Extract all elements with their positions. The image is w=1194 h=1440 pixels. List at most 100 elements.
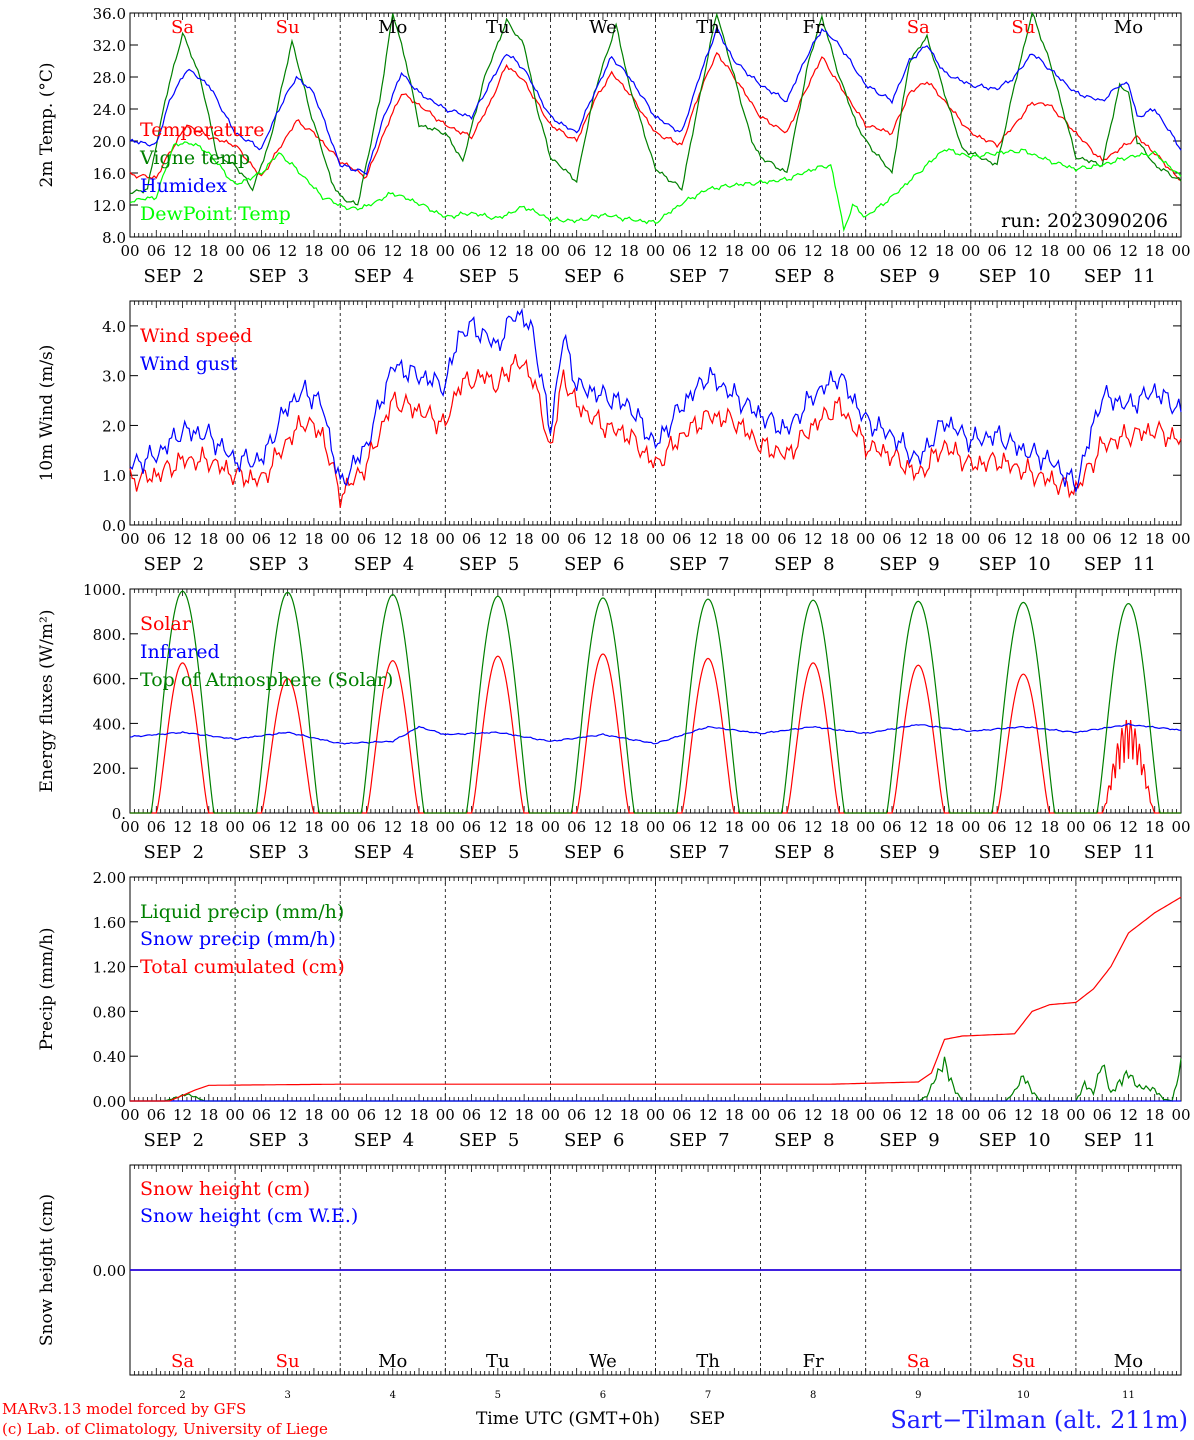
x-hour-label: 06 (357, 242, 376, 260)
panel-1: 8.0 12.0 16.0 20.0 24.0 28.0 32.0 36.0 2m Temp. … (37, 5, 1191, 287)
day-of-week-label: Su (1011, 17, 1035, 38)
x-hour-label: 12 (699, 818, 718, 836)
x-hour-label: 06 (1093, 818, 1112, 836)
x-date-label: SEP 4 (354, 842, 414, 863)
x-hour-label: 18 (515, 242, 534, 260)
panel-5: 0.00 Snow height (cm) Snow height (cm) Snow… (37, 1164, 1182, 1401)
x-date-label: SEP 9 (879, 554, 939, 575)
x-date-label: SEP 11 (1084, 266, 1156, 287)
x-date-label: SEP 11 (1084, 1130, 1156, 1151)
day-number-label: 10 (1017, 1390, 1030, 1401)
panel-4: 0.00 0.40 0.80 1.20 1.60 2.00 Precip (mm/h) Liq… (37, 869, 1191, 1151)
y-tick-label: 24.0 (93, 101, 126, 119)
x-hour-label: 00 (541, 530, 560, 548)
x-hour-label: 12 (699, 242, 718, 260)
x-hour-label: 12 (488, 818, 507, 836)
x-hour-label: 06 (672, 242, 691, 260)
day-of-week-label: Tu (486, 17, 510, 38)
y-tick-label: 3.0 (102, 368, 126, 386)
x-hour-label: 12 (1119, 242, 1138, 260)
day-number-label: 11 (1122, 1390, 1135, 1401)
x-hour-label: 00 (541, 242, 560, 260)
legend-entry: Solar (140, 613, 192, 635)
x-hour-label: 18 (1040, 818, 1059, 836)
series-line-wind-gust (129, 308, 1182, 494)
x-hour-label: 18 (935, 1106, 954, 1124)
y-axis-title: 2m Temp. (°C) (37, 62, 57, 187)
y-tick-label: 16.0 (93, 165, 126, 183)
x-date-label: SEP 7 (669, 1130, 729, 1151)
x-hour-label: 18 (725, 242, 744, 260)
x-hour-label: 18 (1040, 1106, 1059, 1124)
x-hour-label: 06 (777, 530, 796, 548)
x-hour-label: 00 (436, 818, 455, 836)
day-of-week-label: Mo (378, 17, 407, 38)
x-date-label: SEP 6 (564, 1130, 624, 1151)
day-of-week-label: Sa (907, 1351, 930, 1372)
x-hour-label: 00 (120, 1106, 139, 1124)
x-date-label: SEP 3 (249, 842, 309, 863)
run-label: run: 2023090206 (1001, 210, 1168, 232)
x-hour-label: 06 (147, 242, 166, 260)
x-hour-label: 12 (909, 530, 928, 548)
x-hour-label: 12 (909, 242, 928, 260)
x-date-label: SEP 10 (979, 266, 1051, 287)
y-tick-label: 0.80 (93, 1003, 126, 1021)
x-axis-title: Time UTC (GMT+0h) (476, 1409, 660, 1429)
y-tick-label: 200. (93, 760, 126, 778)
x-hour-label: 06 (777, 242, 796, 260)
x-hour-label: 18 (409, 1106, 428, 1124)
legend-entry: Vigne temp (139, 147, 250, 169)
x-hour-label: 12 (278, 818, 297, 836)
x-hour-label: 00 (226, 242, 245, 260)
x-hour-label: 00 (436, 242, 455, 260)
x-date-label: SEP 4 (354, 266, 414, 287)
x-date-label: SEP 8 (774, 554, 834, 575)
day-of-week-label: Th (696, 1351, 720, 1372)
x-hour-label: 00 (1066, 530, 1085, 548)
y-tick-label: 12.0 (93, 197, 126, 215)
x-hour-label: 18 (935, 818, 954, 836)
y-tick-label: 800. (93, 626, 126, 644)
legend-entry: Snow height (cm W.E.) (140, 1205, 358, 1227)
x-hour-label: 18 (620, 818, 639, 836)
x-date-label: SEP 9 (879, 842, 939, 863)
x-hour-label: 00 (1171, 1106, 1190, 1124)
day-number-label: 6 (600, 1390, 606, 1401)
y-tick-label: 20.0 (93, 133, 126, 151)
y-tick-label: 36.0 (93, 5, 126, 23)
day-number-label: 8 (810, 1390, 816, 1401)
x-hour-label: 00 (120, 530, 139, 548)
x-hour-label: 06 (357, 1106, 376, 1124)
x-hour-label: 18 (1145, 1106, 1164, 1124)
x-hour-label: 00 (1066, 1106, 1085, 1124)
x-date-label: SEP 10 (979, 1130, 1051, 1151)
y-tick-label: 0. (112, 805, 126, 823)
legend-entry: Infrared (140, 641, 220, 663)
x-hour-label: 12 (699, 530, 718, 548)
x-hour-label: 12 (488, 530, 507, 548)
x-hour-label: 18 (199, 1106, 218, 1124)
day-of-week-label: Mo (1114, 17, 1143, 38)
day-number-label: 3 (284, 1390, 290, 1401)
x-hour-label: 18 (830, 530, 849, 548)
x-date-label: SEP 7 (669, 266, 729, 287)
legend-entry: Total cumulated (cm) (140, 956, 345, 978)
x-hour-label: 06 (252, 242, 271, 260)
x-hour-label: 06 (882, 818, 901, 836)
x-hour-label: 18 (199, 818, 218, 836)
x-hour-label: 12 (173, 530, 192, 548)
x-hour-label: 06 (147, 530, 166, 548)
day-of-week-label: Fr (803, 17, 824, 38)
x-hour-label: 00 (856, 530, 875, 548)
x-hour-label: 00 (120, 242, 139, 260)
x-hour-label: 18 (620, 530, 639, 548)
x-hour-label: 12 (173, 1106, 192, 1124)
x-date-label: SEP 5 (459, 266, 519, 287)
x-hour-label: 18 (515, 530, 534, 548)
x-hour-label: 18 (725, 818, 744, 836)
day-of-week-label: Sa (171, 17, 194, 38)
location-title: Sart−Tilman (alt. 211m) (890, 1406, 1188, 1434)
y-tick-label: 2.00 (93, 869, 126, 887)
